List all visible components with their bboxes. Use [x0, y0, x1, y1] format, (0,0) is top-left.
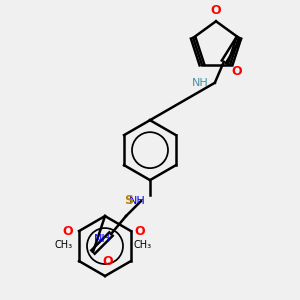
- Text: NH: NH: [129, 196, 146, 206]
- Text: NH: NH: [192, 78, 209, 88]
- Text: CH₃: CH₃: [55, 240, 73, 250]
- Text: O: O: [102, 255, 112, 268]
- Text: NH: NH: [94, 234, 111, 244]
- Text: O: O: [211, 4, 221, 17]
- Text: O: O: [62, 225, 73, 238]
- Text: O: O: [134, 225, 145, 238]
- Text: O: O: [231, 65, 242, 78]
- Text: S: S: [124, 194, 134, 207]
- Text: CH₃: CH₃: [134, 240, 152, 250]
